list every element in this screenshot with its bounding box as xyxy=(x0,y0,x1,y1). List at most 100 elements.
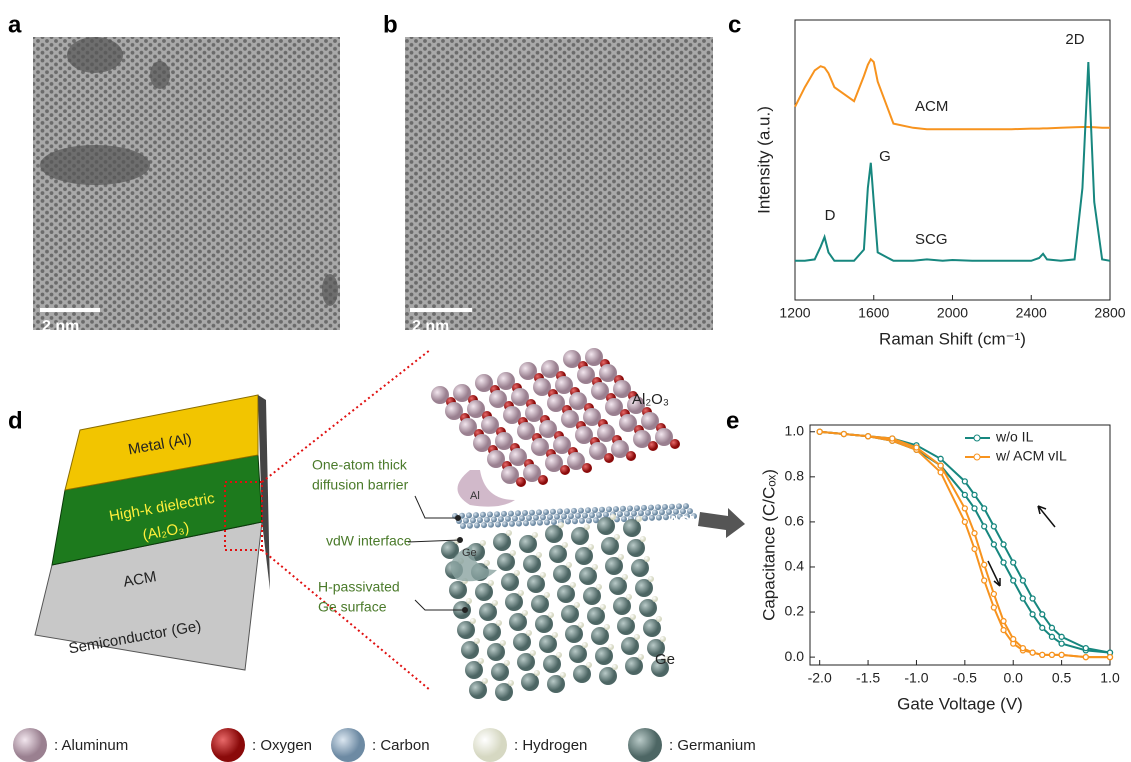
data-point xyxy=(1059,652,1064,657)
y-axis-title: Intensity (a.u.) xyxy=(754,106,773,214)
data-point xyxy=(991,542,996,547)
data-point xyxy=(1020,596,1025,601)
data-point xyxy=(1001,628,1006,633)
annotation: Al₂O₃ xyxy=(632,391,669,408)
c-atom xyxy=(579,518,585,524)
h-atom xyxy=(532,532,538,538)
h-atom xyxy=(536,552,542,558)
c-atom xyxy=(557,509,563,515)
c-atom xyxy=(589,512,595,518)
c-atom xyxy=(494,511,500,517)
annotation: Al xyxy=(470,490,480,502)
legend-label: : Germanium xyxy=(669,737,756,754)
series-label: SCG xyxy=(915,231,948,248)
c-atom xyxy=(627,506,633,512)
x-tick-label: -0.5 xyxy=(953,670,977,686)
c-atom xyxy=(547,514,553,520)
h-atom xyxy=(500,640,506,646)
arrow xyxy=(698,508,745,538)
data-point xyxy=(841,432,846,437)
h-atom xyxy=(548,612,554,618)
c-atom xyxy=(565,519,571,525)
data-point xyxy=(1001,560,1006,565)
c-atom xyxy=(592,507,598,513)
c-atom xyxy=(641,505,647,511)
data-point xyxy=(1049,634,1054,639)
data-point xyxy=(1020,646,1025,651)
h-atom xyxy=(614,534,620,540)
x-tick-label: 0.0 xyxy=(1003,670,1023,686)
h-atom xyxy=(586,662,592,668)
h-atom xyxy=(478,658,484,664)
atomic-model: AlGeACMAl₂O₃Ge xyxy=(431,348,702,701)
c-atom xyxy=(498,516,504,522)
h-atom xyxy=(584,524,590,530)
legend-swatch xyxy=(473,728,507,762)
c-atom xyxy=(572,518,578,524)
legend-swatch xyxy=(211,728,245,762)
peak-label: D xyxy=(825,207,836,224)
legend-marker xyxy=(974,454,980,460)
c-atom xyxy=(540,514,546,520)
annotation: vdW interface xyxy=(326,533,412,549)
panel-label: c xyxy=(728,11,741,38)
data-point xyxy=(982,578,987,583)
h-atom xyxy=(592,564,598,570)
c-atom xyxy=(561,514,567,520)
o-atom xyxy=(604,453,614,463)
h-atom xyxy=(556,652,562,658)
h-atom xyxy=(552,632,558,638)
data-point xyxy=(972,492,977,497)
c-atom xyxy=(529,510,535,516)
c-atom xyxy=(676,503,682,509)
x-tick-label: 2000 xyxy=(937,305,968,321)
c-atom xyxy=(655,504,661,510)
h-atom xyxy=(470,618,476,624)
x-tick-label: -1.5 xyxy=(856,670,880,686)
data-point xyxy=(938,456,943,461)
h-atom xyxy=(560,672,566,678)
data-point xyxy=(817,429,822,434)
x-tick-label: 2800 xyxy=(1094,305,1125,321)
c-atom xyxy=(652,510,658,516)
c-atom xyxy=(505,516,511,522)
data-point xyxy=(1040,652,1045,657)
h-atom xyxy=(484,560,490,566)
c-atom xyxy=(522,510,528,516)
data-point xyxy=(991,524,996,529)
x-tick-label: 2400 xyxy=(1016,305,1047,321)
h-atom xyxy=(514,570,520,576)
h-atom xyxy=(496,620,502,626)
legend-label: : Aluminum xyxy=(54,737,128,754)
figure: 2 nm 2 nm a b c d e Metal (Al) High-k di… xyxy=(0,0,1131,762)
sweep-arrow xyxy=(1038,506,1055,527)
h-atom xyxy=(634,634,640,640)
h-atom xyxy=(644,556,650,562)
c-atom xyxy=(530,520,536,526)
y-tick-label: 1.0 xyxy=(785,422,805,438)
panel-label: a xyxy=(8,11,22,38)
o-atom xyxy=(648,441,658,451)
c-atom xyxy=(582,513,588,519)
c-atom xyxy=(683,503,689,509)
panel-label: b xyxy=(383,11,398,38)
tem-image-b xyxy=(405,37,713,330)
y-tick-label: 0.4 xyxy=(785,558,805,574)
legend-label: w/ ACM vIL xyxy=(995,448,1067,464)
legend-label: w/o IL xyxy=(995,429,1034,445)
data-point xyxy=(962,492,967,497)
h-atom xyxy=(540,572,546,578)
c-atom xyxy=(536,509,542,515)
h-atom xyxy=(656,616,662,622)
data-point xyxy=(890,436,895,441)
data-point xyxy=(972,506,977,511)
y-tick-label: 0.6 xyxy=(785,513,805,529)
h-atom xyxy=(608,644,614,650)
annotation: H-passivated xyxy=(318,579,400,595)
legend-label: : Carbon xyxy=(372,737,430,754)
c-atom xyxy=(645,510,651,516)
c-atom xyxy=(585,507,591,513)
panel-label: d xyxy=(8,407,23,434)
c-atom xyxy=(477,517,483,523)
c-atom xyxy=(656,515,662,521)
